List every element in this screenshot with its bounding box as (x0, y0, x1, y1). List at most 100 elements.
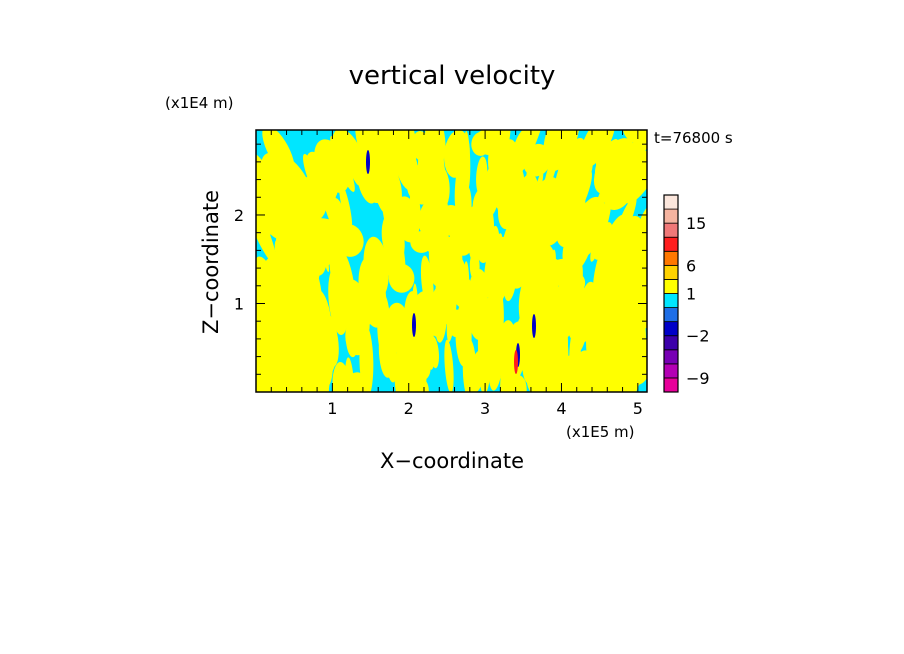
field-blob (562, 148, 594, 202)
field-streak (412, 313, 416, 337)
field-blob (542, 203, 567, 246)
field-blob (346, 320, 358, 354)
colorbar-swatch (663, 194, 679, 210)
field-blob (434, 226, 450, 268)
field-blob (470, 351, 484, 392)
field-blob (531, 348, 542, 392)
field-blob (359, 325, 374, 392)
field-blob (514, 180, 545, 222)
colorbar-swatch (663, 222, 679, 238)
chart-title: vertical velocity (349, 61, 556, 91)
colorbar-swatch (663, 363, 679, 379)
x-tick-label: 2 (404, 399, 414, 418)
field-blob (438, 205, 464, 236)
colorbar-swatch (663, 307, 679, 323)
x-tick-label: 4 (556, 399, 566, 418)
field-blob (339, 182, 353, 231)
x-tick-label: 5 (633, 399, 643, 418)
x-tick-label: 1 (327, 399, 337, 418)
field-blob (428, 219, 437, 245)
field-blob (488, 130, 509, 178)
field-streak (532, 314, 536, 338)
field-blob (328, 266, 349, 335)
x-tick-label: 3 (480, 399, 490, 418)
colorbar-frame (663, 194, 679, 393)
x-axis-label: X−coordinate (380, 449, 524, 473)
field-blob (360, 297, 383, 318)
colorbar-swatch (663, 250, 679, 266)
field-blob (548, 136, 578, 171)
y-axis: 12 (234, 143, 647, 375)
field-blob (306, 151, 337, 201)
field-blob (357, 164, 378, 204)
field-streak (514, 350, 518, 374)
x-unit-label: (x1E5 m) (566, 423, 635, 441)
field-blob (256, 187, 283, 239)
field-blob (466, 206, 478, 240)
colorbar-tick-label: −2 (686, 327, 710, 346)
field-blob (555, 362, 569, 392)
field-blob (417, 141, 433, 202)
y-unit-label: (x1E4 m) (165, 94, 234, 112)
field-blob (276, 218, 356, 262)
colorbar-tick-label: −9 (686, 369, 710, 388)
y-tick-label: 1 (234, 294, 244, 313)
field-blob (526, 154, 537, 183)
field-blob (603, 187, 617, 212)
time-label: t=76800 s (654, 129, 733, 147)
field-blob (548, 249, 556, 290)
field-blob (575, 283, 592, 352)
field-blob (593, 138, 635, 195)
colorbar-tick-label: 1 (686, 285, 696, 304)
field-blob (384, 326, 403, 354)
field-blob (564, 202, 592, 251)
field-blob (606, 243, 619, 277)
field-blob (543, 283, 562, 333)
velocity-field (256, 130, 647, 392)
field-blob (612, 195, 637, 251)
field-blob (387, 302, 407, 331)
field-blob (593, 222, 613, 260)
field-blob (586, 270, 646, 392)
field-blob (386, 226, 404, 282)
field-blob (519, 298, 537, 367)
field-blob (444, 339, 454, 392)
colorbar-swatch (663, 208, 679, 224)
field-blob (447, 309, 465, 338)
field-blob (487, 276, 504, 347)
colorbar-swatch (663, 279, 679, 294)
colorbar-swatch (663, 293, 679, 308)
colorbar-swatch (663, 335, 679, 351)
field-blob (429, 336, 440, 369)
field-blob (567, 242, 580, 266)
plot-frame (255, 129, 648, 393)
y-tick-label: 2 (234, 206, 244, 225)
field-blob (476, 156, 488, 196)
field-blob (559, 285, 573, 319)
field-blob (551, 187, 566, 209)
field-blob (332, 362, 352, 392)
colorbar-swatch (663, 377, 679, 393)
field-blob (520, 130, 546, 168)
x-axis: 1 2 3 4 5 (270, 130, 643, 418)
field-blob (505, 324, 515, 354)
field-streak (366, 150, 370, 174)
colorbar-swatch (663, 321, 679, 337)
field-blob (430, 262, 451, 288)
field-blob (454, 154, 467, 215)
field-blob (435, 301, 447, 343)
colorbar-tick-label: 6 (686, 256, 696, 275)
field-blob (256, 250, 326, 392)
colorbar-tick-label: 15 (686, 214, 706, 233)
field-blob (501, 215, 528, 275)
field-blob (452, 257, 466, 283)
colorbar-swatch (663, 264, 679, 280)
colorbar-swatch (663, 349, 679, 365)
colorbar: 15 6 1 −2 −9 (663, 194, 710, 393)
field-blob (624, 229, 647, 264)
field-blob (487, 225, 500, 272)
field-blob (410, 231, 433, 253)
field-blob (400, 330, 417, 378)
field-blob (263, 170, 289, 223)
